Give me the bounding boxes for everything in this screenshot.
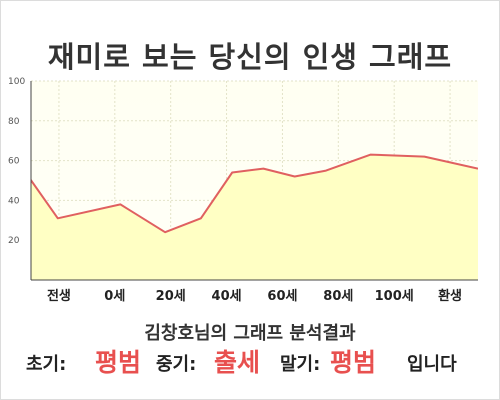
y-tick-label: 60 [8, 157, 20, 167]
y-tick-label: 40 [8, 196, 20, 206]
x-tick-label: 전생 [47, 288, 71, 304]
x-tick-label: 0세 [104, 289, 125, 304]
area-fill [31, 154, 478, 280]
x-tick-label: 환생 [438, 288, 462, 304]
y-tick-label: 100 [8, 77, 25, 87]
x-tick-label: 60세 [267, 289, 297, 304]
early-value: 평범 [95, 348, 142, 377]
late-value: 평범 [330, 348, 377, 377]
y-tick-label: 80 [8, 117, 20, 127]
y-tick-labels: 20 40 60 80 100 [8, 77, 25, 246]
result-line: 초기: 평범 중기: 출세 말기: 평범 입니다 [26, 346, 486, 380]
series-area [31, 153, 478, 280]
result-subtitle: 김창호님의 그래프 분석결과 [144, 323, 356, 344]
x-tick-label: 40세 [212, 289, 242, 304]
mid-label: 중기: [156, 354, 197, 375]
x-tick-labels: 전생 0세 20세 40세 60세 80세 100세 환생 [47, 288, 462, 304]
y-tick-label: 20 [8, 236, 20, 246]
early-label: 초기: [26, 354, 67, 375]
page-title: 재미로 보는 당신의 인생 그래프 [47, 40, 453, 74]
result-suffix: 입니다 [407, 354, 457, 375]
x-tick-label: 20세 [156, 289, 186, 304]
axes [30, 81, 478, 281]
late-label: 말기: [280, 354, 321, 375]
x-tick-label: 100세 [375, 289, 414, 304]
x-tick-label: 80세 [323, 289, 353, 304]
series-line [31, 153, 478, 234]
mid-value: 출세 [214, 348, 261, 377]
